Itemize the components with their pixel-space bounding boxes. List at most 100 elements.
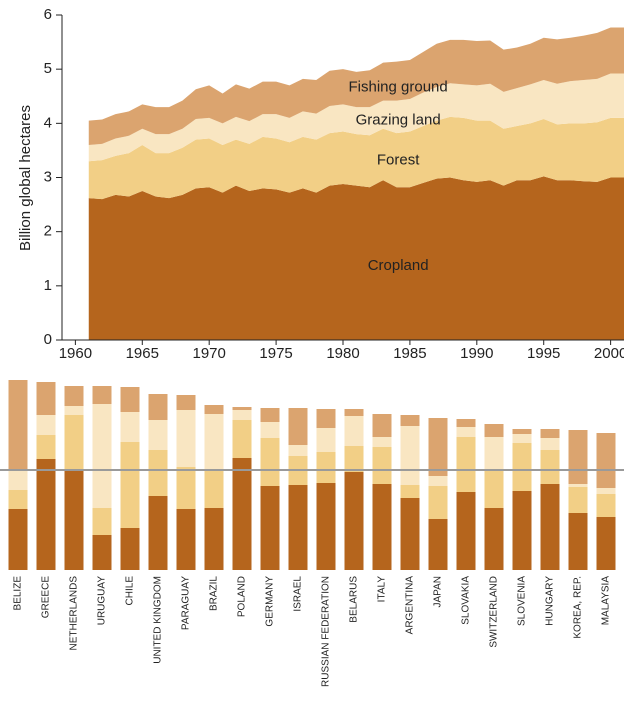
bar-segment (484, 437, 504, 470)
bar-segment (540, 484, 560, 570)
y-tick-label: 6 (44, 6, 52, 23)
bar-segment (428, 476, 448, 486)
bar-segment (540, 438, 560, 450)
bar-segment (484, 508, 504, 570)
bar-segment (64, 406, 84, 415)
bar-segment (372, 484, 392, 570)
bar-segment (36, 435, 56, 459)
y-tick-label: 3 (44, 168, 52, 185)
bar-segment (400, 426, 420, 485)
series-label: Cropland (368, 257, 429, 274)
bar-segment (204, 414, 224, 471)
bar-segment (596, 494, 616, 517)
category-label: MALAYSIA (601, 576, 612, 626)
bar-segment (344, 446, 364, 472)
category-label: ITALY (377, 576, 388, 603)
bar-segment (288, 485, 308, 570)
bar-segment (260, 438, 280, 486)
bar-segment (568, 513, 588, 570)
x-tick-label: 1985 (393, 345, 426, 362)
bar-segment (120, 442, 140, 528)
bar-segment (512, 491, 532, 570)
category-label: NETHERLANDS (69, 576, 80, 651)
bar-segment (120, 387, 140, 412)
bar-segment (316, 452, 336, 483)
bar-segment (260, 422, 280, 438)
category-label: GREECE (41, 576, 52, 619)
bar-segment (456, 492, 476, 570)
bar-segment (148, 394, 168, 420)
bar-segment (596, 517, 616, 570)
bar-segment (204, 471, 224, 508)
category-label: JAPAN (433, 576, 444, 608)
bar-segment (92, 386, 112, 404)
category-label: ISRAEL (293, 576, 304, 612)
bar-segment (512, 434, 532, 443)
y-tick-label: 0 (44, 331, 52, 348)
bar-segment (8, 470, 28, 490)
x-tick-label: 1980 (326, 345, 359, 362)
bar-segment (204, 508, 224, 570)
bar-segment (36, 382, 56, 415)
category-label: CHILE (125, 576, 136, 606)
bar-segment (260, 408, 280, 422)
series-label: Forest (377, 151, 420, 168)
bar-segment (456, 419, 476, 427)
bar-segment (232, 407, 252, 410)
bar-segment (540, 429, 560, 438)
bar-segment (456, 437, 476, 492)
bar-segment (540, 450, 560, 484)
bar-segment (512, 443, 532, 491)
bar-segment (92, 535, 112, 570)
bar-segment (64, 415, 84, 471)
category-label: SLOVAKIA (461, 576, 472, 625)
bar-segment (232, 458, 252, 570)
category-label: HUNGARY (545, 576, 556, 626)
bar-segment (8, 490, 28, 509)
bar-segment (64, 386, 84, 406)
category-label: RUSSIAN FEDERATION (321, 576, 332, 687)
category-label: ARGENTINA (405, 576, 416, 635)
bar-segment (92, 404, 112, 508)
bar-segment (596, 488, 616, 494)
x-tick-label: 1990 (460, 345, 493, 362)
bar-segment (568, 484, 588, 487)
bar-segment (596, 433, 616, 488)
bar-segment (8, 380, 28, 470)
bar-segment (260, 486, 280, 570)
bar-segment (316, 409, 336, 428)
bar-segment (204, 405, 224, 414)
bar-segment (512, 429, 532, 434)
bar-segment (148, 450, 168, 496)
y-tick-label: 5 (44, 60, 52, 77)
x-tick-label: 1960 (59, 345, 92, 362)
category-label: POLAND (237, 576, 248, 617)
bar-segment (428, 486, 448, 519)
x-tick-label: 1975 (259, 345, 292, 362)
category-label: URUGUAY (97, 576, 108, 626)
bar-segment (176, 467, 196, 509)
bar-segment (92, 508, 112, 535)
bar-segment (568, 487, 588, 513)
bar-segment (344, 409, 364, 416)
area (88, 116, 624, 200)
category-label: SWITZERLAND (489, 576, 500, 648)
y-axis-label: Billion global hectares (17, 105, 34, 251)
bar-segment (36, 459, 56, 570)
bar-segment (456, 427, 476, 437)
x-tick-label: 1970 (193, 345, 226, 362)
bar-segment (372, 437, 392, 447)
y-tick-label: 2 (44, 223, 52, 240)
bar-segment (428, 519, 448, 570)
bar-segment (148, 420, 168, 450)
area (88, 176, 624, 340)
bar-segment (372, 414, 392, 437)
category-label: KOREA, REP. (573, 576, 584, 639)
bar-segment (232, 410, 252, 420)
bar-segment (400, 485, 420, 498)
y-tick-label: 1 (44, 277, 52, 294)
bar-segment (8, 509, 28, 570)
bar-segment (484, 470, 504, 508)
bar-segment (64, 471, 84, 570)
